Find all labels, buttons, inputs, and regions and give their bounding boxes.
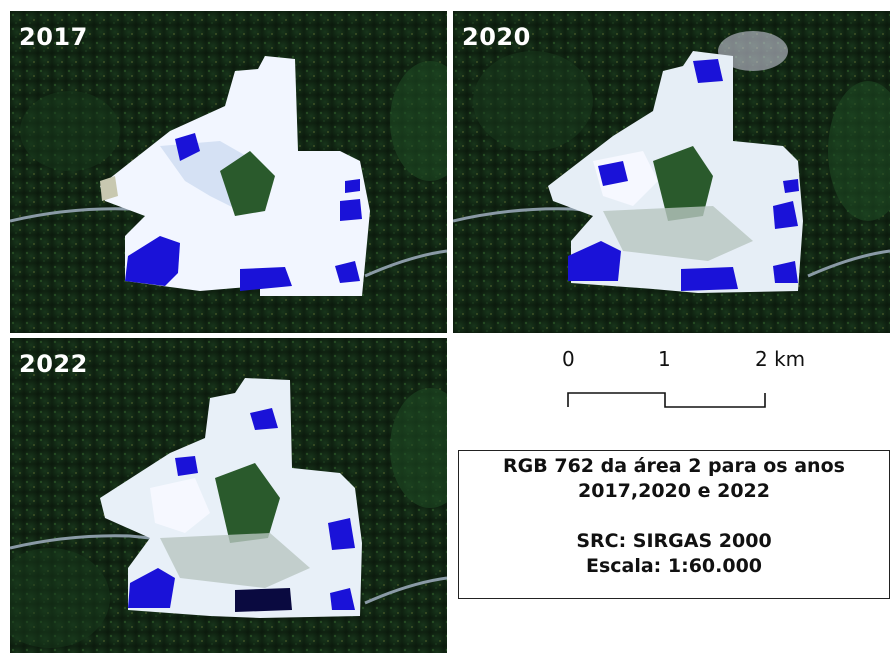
satellite-image-2017 xyxy=(10,11,447,333)
legend-crs: SRC: SIRGAS 2000 xyxy=(576,530,772,552)
satellite-image-2022 xyxy=(10,338,447,653)
satellite-panel-2017: 2017 xyxy=(10,11,447,333)
year-label-2022: 2022 xyxy=(19,350,88,378)
scale-label-0: 0 xyxy=(562,347,575,371)
year-label-2017: 2017 xyxy=(19,23,88,51)
satellite-image-2020 xyxy=(453,11,890,333)
scale-label-1: 1 xyxy=(658,347,671,371)
legend-title-line2: 2017,2020 e 2022 xyxy=(578,480,770,502)
scale-label-2km: 2 km xyxy=(755,347,806,371)
satellite-panel-2022: 2022 xyxy=(10,338,447,653)
legend-title-line1: RGB 762 da área 2 para os anos xyxy=(503,455,845,477)
satellite-panel-2020: 2020 xyxy=(453,11,890,333)
legend-scale: Escala: 1:60.000 xyxy=(585,555,763,577)
scale-bar: 0 1 2 km xyxy=(540,345,820,425)
year-label-2020: 2020 xyxy=(462,23,531,51)
map-legend-box: RGB 762 da área 2 para os anos 2017,2020… xyxy=(458,450,890,599)
scale-bar-graphic xyxy=(567,392,766,408)
